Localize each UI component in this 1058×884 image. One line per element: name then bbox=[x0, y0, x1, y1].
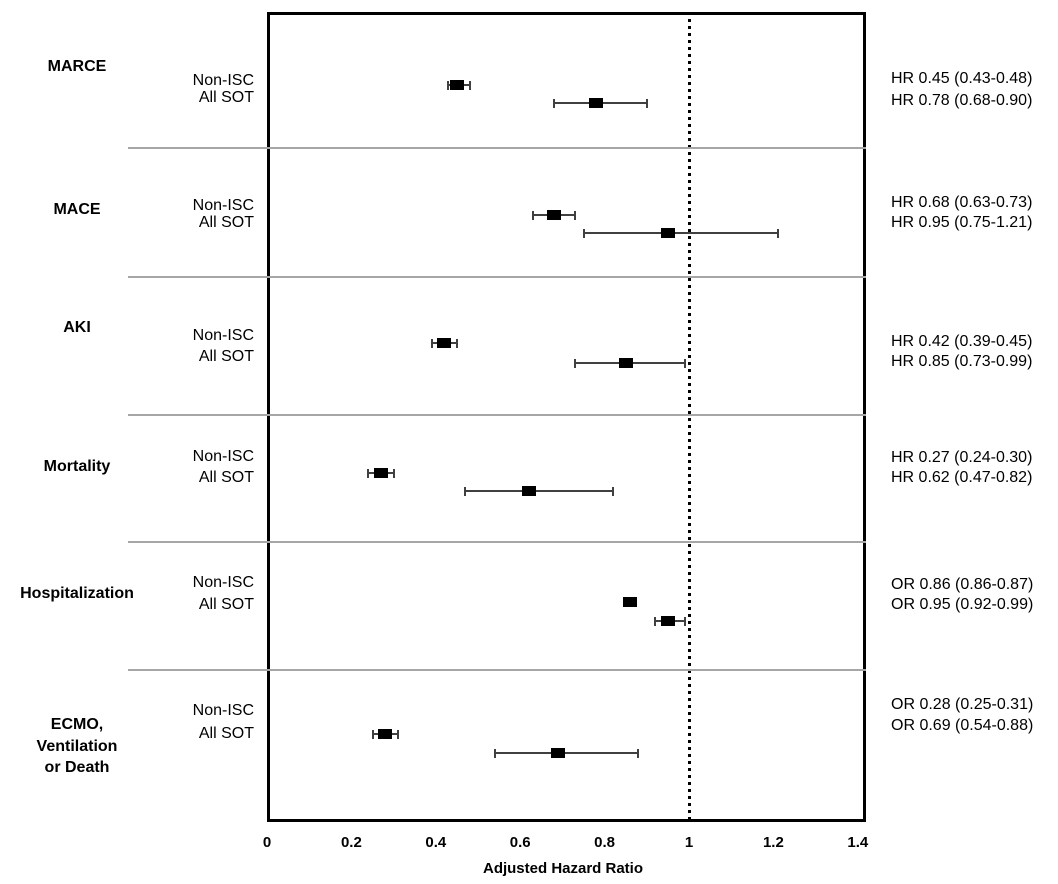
outcome-label: MACE bbox=[53, 201, 101, 218]
estimate-annotation: OR 0.95 (0.92-0.99) bbox=[891, 596, 1034, 613]
group-label: All SOT bbox=[198, 214, 254, 231]
x-tick-label: 1.2 bbox=[762, 834, 784, 851]
point-estimate-marker bbox=[660, 228, 675, 238]
outcome-label: Mortality bbox=[43, 458, 111, 475]
group-label: Non-ISC bbox=[192, 197, 254, 214]
ci-cap-left bbox=[582, 228, 585, 238]
section-divider bbox=[128, 276, 866, 278]
ci-cap-left bbox=[531, 210, 534, 220]
ci-cap-right bbox=[612, 486, 615, 496]
ci-cap-left bbox=[552, 98, 555, 108]
point-estimate-marker bbox=[521, 486, 536, 496]
ci-cap-left bbox=[367, 468, 370, 478]
ci-cap-right bbox=[468, 80, 471, 90]
estimate-annotation: HR 0.68 (0.63-0.73) bbox=[891, 194, 1033, 211]
group-label: Non-ISC bbox=[192, 702, 254, 719]
group-label: All SOT bbox=[198, 469, 254, 486]
outcome-label: AKI bbox=[63, 319, 91, 336]
group-label: Non-ISC bbox=[192, 72, 254, 89]
section-divider bbox=[128, 541, 866, 543]
group-label: Non-ISC bbox=[192, 327, 254, 344]
point-estimate-marker bbox=[546, 210, 561, 220]
outcome-label: MARCE bbox=[47, 58, 107, 75]
outcome-label: Ventilation bbox=[36, 738, 118, 755]
ci-line bbox=[465, 490, 614, 492]
ci-cap-right bbox=[455, 338, 458, 348]
x-tick-label: 1 bbox=[684, 834, 694, 851]
point-estimate-marker bbox=[618, 358, 633, 368]
point-estimate-marker bbox=[622, 597, 637, 607]
ci-cap-right bbox=[637, 748, 640, 758]
x-tick-label: 0.6 bbox=[509, 834, 531, 851]
ci-line bbox=[494, 752, 639, 754]
reference-line-at-1 bbox=[687, 12, 691, 822]
ci-cap-right bbox=[683, 616, 686, 626]
x-tick-label: 0.8 bbox=[594, 834, 616, 851]
estimate-annotation: OR 0.28 (0.25-0.31) bbox=[891, 696, 1034, 713]
section-divider bbox=[128, 669, 866, 671]
point-estimate-marker bbox=[437, 338, 452, 348]
estimate-annotation: HR 0.95 (0.75-1.21) bbox=[891, 214, 1033, 231]
ci-cap-left bbox=[493, 748, 496, 758]
point-estimate-marker bbox=[660, 616, 675, 626]
point-estimate-marker bbox=[449, 80, 464, 90]
estimate-annotation: OR 0.69 (0.54-0.88) bbox=[891, 717, 1034, 734]
point-estimate-marker bbox=[378, 729, 393, 739]
estimate-annotation: HR 0.62 (0.47-0.82) bbox=[891, 469, 1033, 486]
estimate-annotation: HR 0.42 (0.39-0.45) bbox=[891, 333, 1033, 350]
plot-area-frame bbox=[267, 12, 866, 822]
x-tick-label: 1.4 bbox=[847, 834, 869, 851]
group-label: All SOT bbox=[198, 89, 254, 106]
ci-cap-left bbox=[654, 616, 657, 626]
ci-cap-right bbox=[645, 98, 648, 108]
point-estimate-marker bbox=[373, 468, 388, 478]
point-estimate-marker bbox=[589, 98, 604, 108]
estimate-annotation: HR 0.45 (0.43-0.48) bbox=[891, 70, 1033, 87]
x-axis-title: Adjusted Hazard Ratio bbox=[482, 860, 644, 877]
ci-cap-right bbox=[574, 210, 577, 220]
ci-cap-left bbox=[574, 358, 577, 368]
estimate-annotation: HR 0.27 (0.24-0.30) bbox=[891, 449, 1033, 466]
group-label: Non-ISC bbox=[192, 448, 254, 465]
section-divider bbox=[128, 147, 866, 149]
outcome-label: Hospitalization bbox=[20, 585, 134, 602]
ci-cap-left bbox=[447, 80, 450, 90]
group-label: All SOT bbox=[198, 348, 254, 365]
estimate-annotation: HR 0.85 (0.73-0.99) bbox=[891, 353, 1033, 370]
x-tick-label: 0.4 bbox=[425, 834, 447, 851]
estimate-annotation: HR 0.78 (0.68-0.90) bbox=[891, 92, 1033, 109]
ci-line bbox=[583, 232, 778, 234]
ci-cap-right bbox=[396, 729, 399, 739]
ci-cap-right bbox=[683, 358, 686, 368]
ci-cap-right bbox=[392, 468, 395, 478]
group-label: All SOT bbox=[198, 725, 254, 742]
group-label: Non-ISC bbox=[192, 574, 254, 591]
group-label: All SOT bbox=[198, 596, 254, 613]
ci-cap-left bbox=[430, 338, 433, 348]
x-tick-label: 0.2 bbox=[340, 834, 362, 851]
outcome-label: or Death bbox=[44, 759, 110, 776]
estimate-annotation: OR 0.86 (0.86-0.87) bbox=[891, 576, 1034, 593]
point-estimate-marker bbox=[551, 748, 566, 758]
section-divider bbox=[128, 414, 866, 416]
outcome-label: ECMO, bbox=[50, 716, 104, 733]
ci-cap-left bbox=[464, 486, 467, 496]
x-tick-label: 0 bbox=[262, 834, 272, 851]
ci-cap-left bbox=[371, 729, 374, 739]
ci-cap-right bbox=[776, 228, 779, 238]
